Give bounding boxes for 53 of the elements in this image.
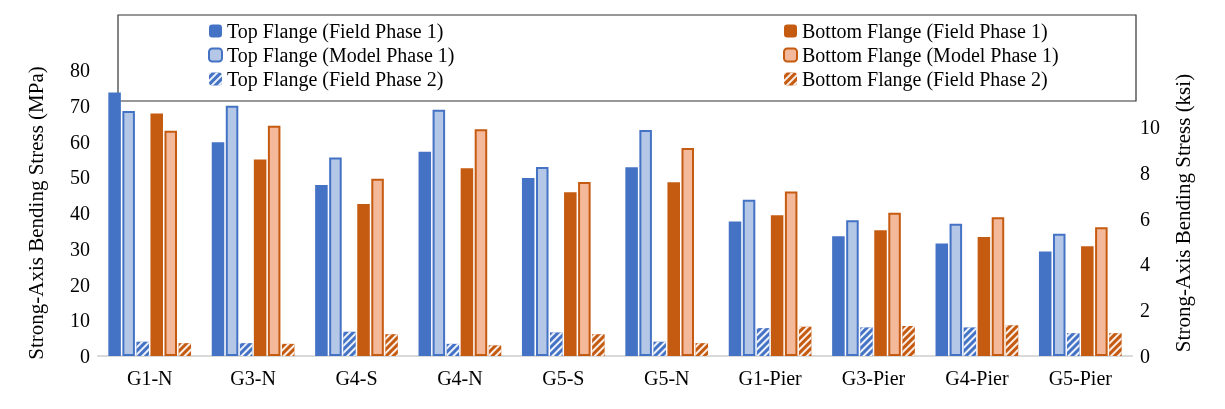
- bar: [535, 166, 549, 356]
- bar: [521, 177, 535, 356]
- y-tick-label: 20: [70, 273, 90, 296]
- y2-tick-label: 4: [1140, 253, 1150, 276]
- y2-tick-label: 0: [1140, 345, 1150, 367]
- bar: [742, 199, 756, 356]
- bar: [784, 191, 798, 356]
- x-tick-label: G1-N: [126, 367, 173, 389]
- x-tick-label: G4-S: [335, 367, 378, 389]
- bar: [253, 159, 267, 356]
- bar: [935, 243, 949, 356]
- x-tick-label: G1-Pier: [738, 367, 803, 389]
- y2-tick-label: 10: [1140, 116, 1160, 139]
- x-tick-label: G5-N: [643, 367, 690, 389]
- x-tick-label: G5-S: [542, 367, 585, 389]
- x-tick-label: G5-Pier: [1048, 367, 1113, 389]
- y-tick-label: 30: [70, 237, 90, 260]
- y2-tick-label: 2: [1140, 299, 1150, 322]
- y-tick-label: 50: [70, 166, 90, 189]
- y-tick-label: 70: [70, 94, 90, 117]
- y2-axis-title: Strong-Axis Bending Stress (ksi): [1170, 73, 1195, 353]
- y-tick-label: 0: [80, 345, 90, 367]
- bar: [267, 125, 281, 356]
- bar: [1038, 251, 1052, 356]
- legend-label: Top Flange (Field Phase 1): [227, 20, 444, 43]
- bar: [991, 217, 1005, 356]
- y-axis-title: Strong-Axis Bending Stress (MPa): [23, 66, 48, 360]
- bar: [1052, 233, 1066, 356]
- bar: [728, 221, 742, 356]
- bar: [432, 109, 446, 356]
- bar: [225, 105, 239, 356]
- legend-label: Top Flange (Field Phase 2): [227, 68, 444, 91]
- y2-tick-label: 8: [1140, 161, 1150, 184]
- bar: [460, 168, 474, 356]
- bar: [770, 215, 784, 356]
- bar: [418, 151, 432, 356]
- y-tick-label: 60: [70, 130, 90, 153]
- x-tick-label: G4-Pier: [945, 367, 1009, 389]
- x-tick-label: G3-Pier: [841, 367, 906, 389]
- bar: [977, 236, 991, 356]
- legend-label: Bottom Flange (Field Phase 2): [802, 68, 1048, 91]
- legend-label: Bottom Flange (Model Phase 1): [802, 44, 1059, 67]
- legend-label: Bottom Flange (Field Phase 1): [802, 20, 1048, 43]
- bar: [211, 142, 225, 356]
- y2-tick-label: 6: [1140, 207, 1150, 230]
- y-tick-label: 80: [70, 59, 90, 81]
- legend-label: Top Flange (Model Phase 1): [227, 44, 455, 67]
- x-tick-label: G4-N: [437, 367, 483, 389]
- y-tick-label: 40: [70, 202, 90, 224]
- y-tick-label: 10: [70, 309, 90, 332]
- bar: [474, 129, 488, 356]
- x-tick-label: G3-N: [230, 367, 276, 389]
- bar: [949, 223, 963, 356]
